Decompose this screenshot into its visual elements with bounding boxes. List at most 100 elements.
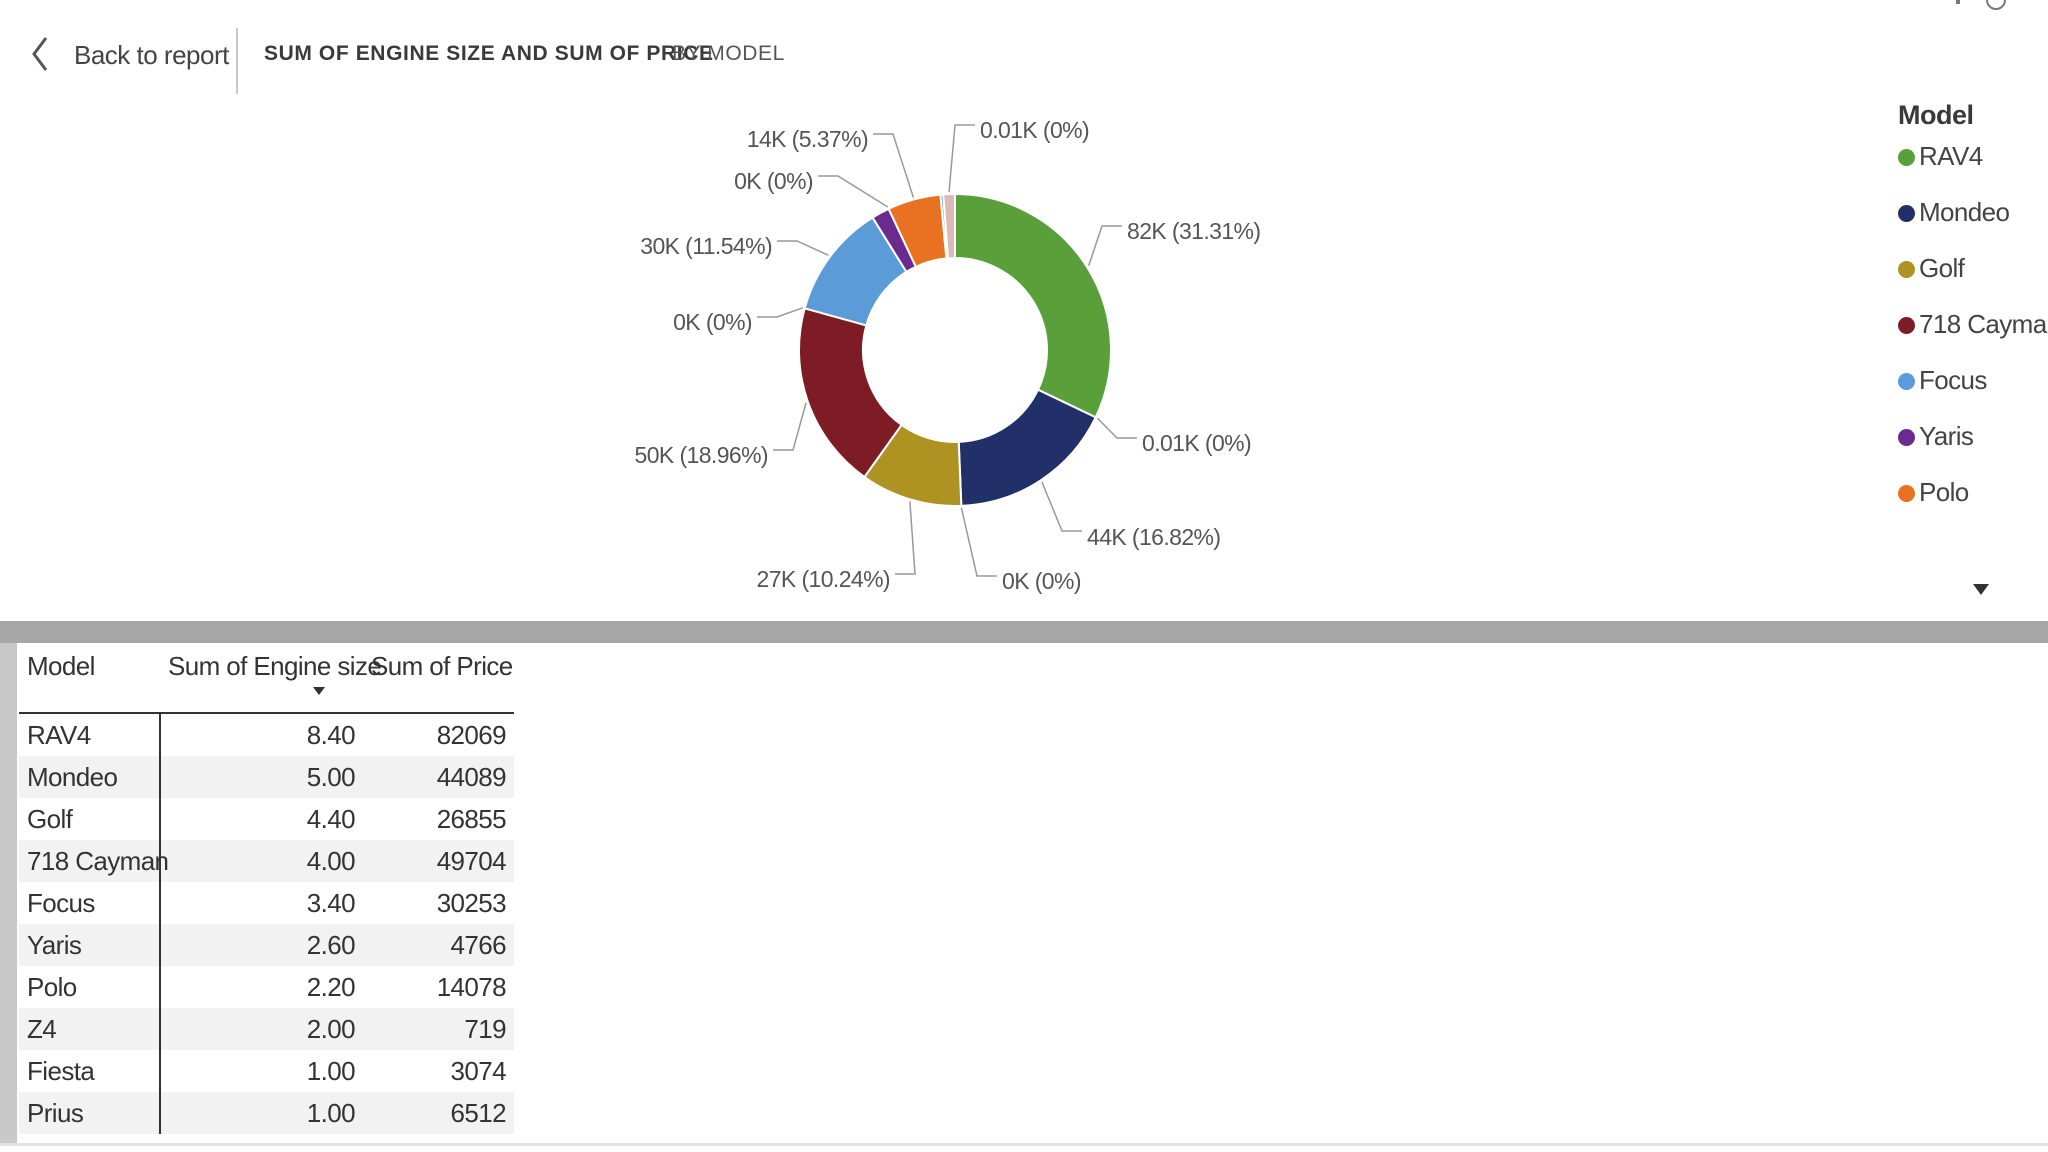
donut-slices <box>798 192 1112 507</box>
legend-item[interactable]: Polo <box>1898 477 2048 533</box>
table-row[interactable]: Z4 2.00 719 <box>19 1008 514 1050</box>
cell-price: 719 <box>363 1008 514 1050</box>
data-label: 0.01K (0%) <box>1142 430 1251 456</box>
leader-line <box>960 507 997 577</box>
cell-price: 3074 <box>450 1055 507 1086</box>
donut-slice[interactable] <box>957 388 1098 507</box>
legend-label: Focus <box>1919 365 1987 395</box>
donut-slice[interactable] <box>954 192 1112 419</box>
leader-line <box>773 402 807 451</box>
legend-dot-icon <box>1898 149 1915 166</box>
sort-descending-icon[interactable] <box>313 687 325 695</box>
back-to-report-link[interactable]: Back to report <box>74 40 229 70</box>
leader-line <box>948 124 975 193</box>
legend-item[interactable]: Golf <box>1898 253 2048 309</box>
cell-price: 44089 <box>363 756 514 798</box>
chart-subtitle: BY MODEL <box>672 42 785 65</box>
cell-price: 4766 <box>363 924 514 966</box>
table-row[interactable]: 718 Cayman 4.00 49704 <box>19 840 514 882</box>
leader-line <box>1041 481 1082 532</box>
leader-line <box>757 307 803 318</box>
cell-engine-size: 2.60 <box>160 924 363 966</box>
legend-item[interactable]: 718 Cayman <box>1898 309 2048 365</box>
header-divider <box>236 28 238 94</box>
cell-engine-size: 4.00 <box>160 840 363 882</box>
cell-model: Polo <box>19 966 161 1008</box>
cell-model: Z4 <box>19 1008 161 1050</box>
table-row[interactable]: Polo 2.20 14078 <box>19 966 514 1008</box>
cell-price: 82069 <box>436 719 507 750</box>
leader-line <box>1087 225 1122 267</box>
leader-line <box>895 501 916 575</box>
table-row[interactable]: Prius 1.00 6512 <box>19 1092 514 1134</box>
legend-item[interactable]: Mondeo <box>1898 197 2048 253</box>
legend-title: Model <box>1898 100 1974 130</box>
cell-model: Golf <box>19 798 161 840</box>
header-bar: Back to report SUM OF ENGINE SIZE AND SU… <box>0 0 2048 110</box>
cell-price: 6512 <box>363 1092 514 1134</box>
leader-line <box>1096 417 1137 439</box>
leader-line <box>873 133 915 198</box>
data-labels: 82K (31.31%) 0.01K (0%) 44K (16.82%)0K (0%… <box>635 117 1262 594</box>
table-row[interactable]: Yaris 2.60 4766 <box>19 924 514 966</box>
cell-engine-size: 5.00 <box>160 756 363 798</box>
donut-slice[interactable] <box>942 192 956 260</box>
cell-model: Yaris <box>19 924 161 966</box>
refresh-icon[interactable] <box>1986 0 2006 10</box>
chart-title: SUM OF ENGINE SIZE AND SUM OF PRICE <box>264 42 714 65</box>
cell-engine-size: 1.00 <box>306 1055 356 1086</box>
header-price[interactable]: Sum of Price <box>363 643 514 714</box>
table-row[interactable]: Focus 3.40 30253 <box>19 882 514 924</box>
data-label: 0.01K (0%) <box>980 117 1089 143</box>
cell-price: 14078 <box>436 971 507 1002</box>
legend-item[interactable]: Focus <box>1898 365 2048 421</box>
legend-item[interactable]: Yaris <box>1898 421 2048 477</box>
data-table: Model Sum of Engine size Sum of Price RA… <box>19 643 514 1134</box>
legend-items: RAV4 Mondeo Golf 718 Cayman Focus Yaris Polo <box>1898 141 2048 533</box>
header-model[interactable]: Model <box>19 643 160 714</box>
table-row[interactable]: Fiesta 1.00 3074 <box>19 1050 514 1092</box>
pin-icon[interactable] <box>1956 0 1960 4</box>
donut-chart: 82K (31.31%) 0.01K (0%) 44K (16.82%)0K (0%… <box>635 117 1262 594</box>
data-label: 50K (18.96%) <box>635 442 768 468</box>
table-header-row: Model Sum of Engine size Sum of Price <box>19 643 514 714</box>
data-label: 30K (11.54%) <box>640 233 772 259</box>
cell-model: RAV4 <box>19 713 161 756</box>
cell-price: 49704 <box>363 840 514 882</box>
chevron-left-icon[interactable] <box>26 34 56 74</box>
table-row[interactable]: Golf 4.40 26855 <box>19 798 514 840</box>
header-engine-size[interactable]: Sum of Engine size <box>160 643 382 714</box>
pane-bottom-border <box>0 1143 2048 1146</box>
table-row[interactable]: RAV4 8.40 82069 <box>19 713 514 756</box>
cell-engine-size: 2.00 <box>160 1008 363 1050</box>
pane-splitter[interactable] <box>0 621 2048 643</box>
data-label: 82K (31.31%) <box>1127 218 1260 244</box>
cell-price: 26855 <box>436 803 507 834</box>
table-row[interactable]: Mondeo 5.00 44089 <box>19 756 514 798</box>
cell-model: Focus <box>19 882 161 924</box>
legend-label: 718 Cayman <box>1919 309 2048 339</box>
cell-engine-size: 2.20 <box>306 971 356 1002</box>
data-label: 27K (10.24%) <box>757 566 890 592</box>
data-label: 44K (16.82%) <box>1087 524 1220 550</box>
data-pane <box>0 643 2048 1143</box>
legend-item[interactable]: RAV4 <box>1898 141 2048 197</box>
legend: Model RAV4 Mondeo Golf 718 Cayman Focus Yaris… <box>1898 100 2048 533</box>
legend-dot-icon <box>1898 205 1915 222</box>
header-engine-size-label: Sum of Engine size <box>168 651 382 681</box>
leader-lines <box>757 124 1137 577</box>
legend-label: Mondeo <box>1919 197 2010 227</box>
leader-line <box>777 240 829 257</box>
legend-scroll-down-icon[interactable] <box>1973 584 1989 595</box>
cell-engine-size: 4.40 <box>306 803 356 834</box>
legend-label: RAV4 <box>1919 141 1983 171</box>
legend-dot-icon <box>1898 261 1915 278</box>
data-label: 14K (5.37%) <box>747 126 868 152</box>
cell-engine-size: 3.40 <box>306 887 356 918</box>
data-label: 0K (0%) <box>1002 568 1081 594</box>
legend-label: Polo <box>1919 477 1969 507</box>
toolbar-icons <box>1956 0 2006 10</box>
cell-engine-size: 1.00 <box>160 1092 363 1134</box>
legend-dot-icon <box>1898 485 1915 502</box>
legend-dot-icon <box>1898 317 1915 334</box>
